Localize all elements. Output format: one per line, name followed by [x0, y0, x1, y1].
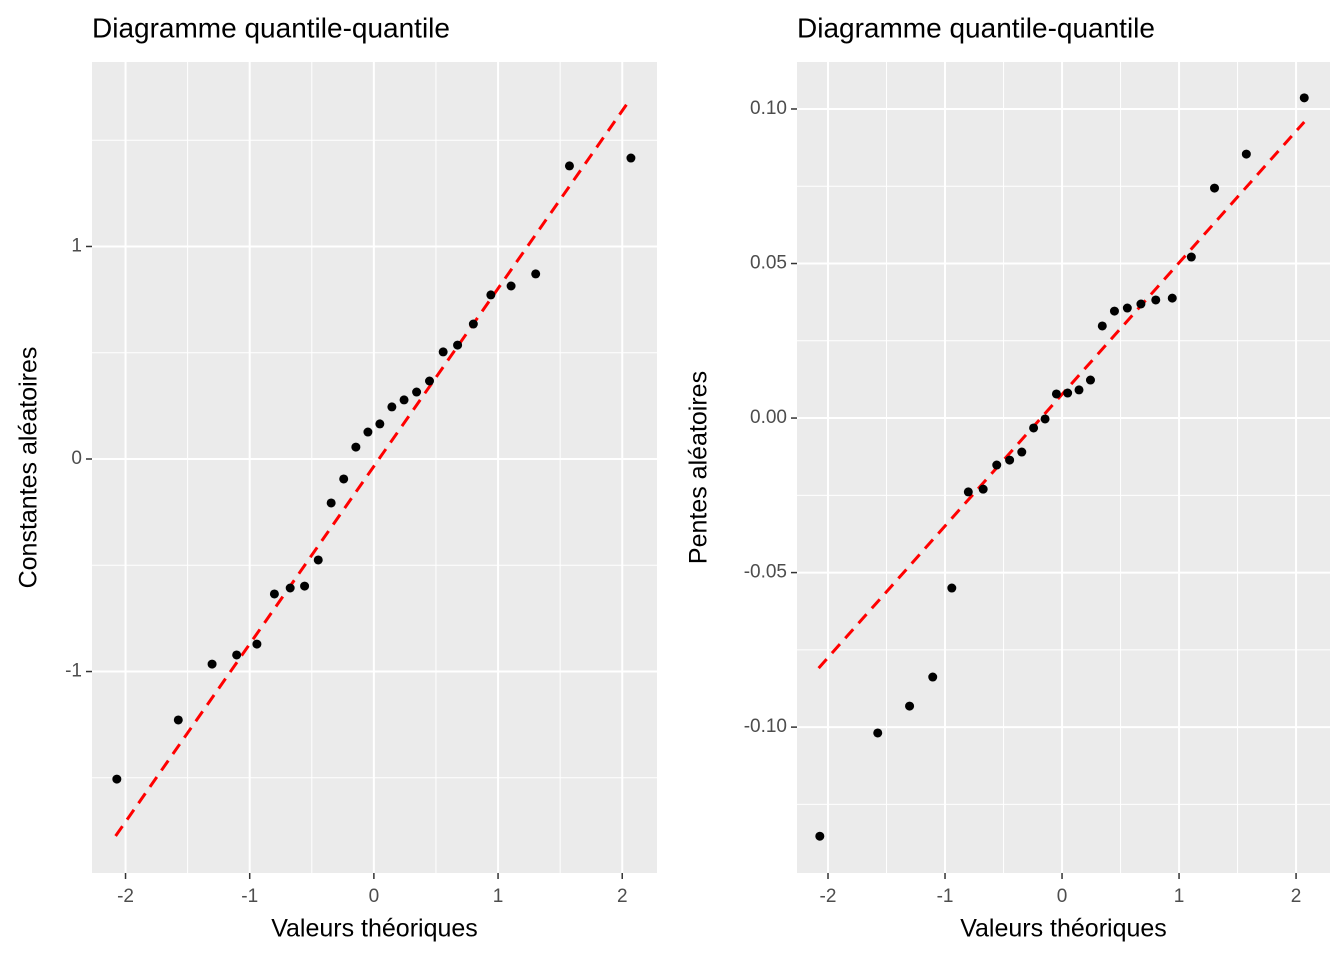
point — [1005, 455, 1015, 465]
point — [300, 581, 310, 591]
point — [207, 659, 217, 669]
point — [1017, 447, 1027, 457]
point — [173, 715, 183, 725]
point — [978, 484, 988, 494]
y-tick-label: 0.10 — [750, 98, 787, 119]
point — [564, 161, 574, 171]
point — [453, 340, 463, 350]
point — [1136, 299, 1146, 309]
point — [326, 498, 336, 508]
y-tick-label: 1 — [71, 235, 82, 256]
x-tick-label: 1 — [493, 886, 504, 907]
y-tick-label: 0 — [71, 448, 82, 469]
y-tick-label: 0.00 — [750, 407, 787, 428]
point — [269, 589, 279, 599]
x-axis-title: Valeurs théoriques — [271, 915, 478, 943]
point — [1122, 303, 1132, 313]
x-tick-label: 0 — [1057, 886, 1068, 907]
y-tick-label: -0.10 — [744, 716, 787, 737]
point — [1051, 389, 1061, 399]
point — [947, 583, 957, 593]
point — [1074, 385, 1084, 395]
point — [412, 387, 422, 397]
point — [285, 583, 295, 593]
point — [992, 460, 1002, 470]
y-axis-title: Constantes aléatoires — [15, 347, 43, 589]
point — [1210, 183, 1220, 193]
point — [438, 347, 448, 357]
point — [531, 269, 541, 279]
point — [252, 639, 262, 649]
x-tick-label: -2 — [117, 886, 134, 907]
point — [112, 774, 122, 784]
point — [468, 319, 478, 329]
x-tick-label: -1 — [241, 886, 258, 907]
point — [375, 419, 385, 429]
point — [363, 427, 373, 437]
point — [387, 402, 397, 412]
y-tick-label: -1 — [65, 661, 82, 682]
point — [1063, 388, 1073, 398]
y-tick-label: -0.05 — [744, 562, 787, 583]
point — [1241, 149, 1251, 159]
point — [905, 701, 915, 711]
y-axis-title: Pentes aléatoires — [685, 371, 713, 564]
point — [1085, 375, 1095, 385]
point — [815, 831, 825, 841]
qq-line — [114, 99, 631, 837]
x-tick-label: 2 — [1291, 886, 1302, 907]
point — [928, 672, 938, 682]
chart-title: Diagramme quantile-quantile — [797, 12, 1155, 43]
point — [1167, 293, 1177, 303]
point — [1109, 306, 1119, 316]
point — [425, 376, 435, 386]
point — [486, 290, 496, 300]
x-axis-title: Valeurs théoriques — [960, 915, 1167, 943]
point — [873, 728, 883, 738]
qq-line — [817, 120, 1306, 670]
point — [1040, 414, 1050, 424]
y-tick-label: 0.05 — [750, 253, 787, 274]
chart-title: Diagramme quantile-quantile — [92, 12, 450, 43]
x-tick-label: -2 — [820, 886, 837, 907]
point — [351, 442, 361, 452]
point — [626, 153, 636, 163]
x-tick-label: 1 — [1174, 886, 1185, 907]
x-tick-label: -1 — [937, 886, 954, 907]
point — [1299, 93, 1309, 103]
x-tick-label: 0 — [369, 886, 380, 907]
x-tick-label: 2 — [617, 886, 628, 907]
point — [506, 281, 516, 291]
point — [1097, 321, 1107, 331]
panel-background — [797, 62, 1330, 873]
point — [1151, 295, 1161, 305]
point — [1029, 423, 1039, 433]
point — [313, 555, 323, 565]
point — [399, 395, 409, 405]
point — [232, 650, 242, 660]
point — [339, 474, 349, 484]
point — [1186, 252, 1196, 262]
point — [963, 487, 973, 497]
